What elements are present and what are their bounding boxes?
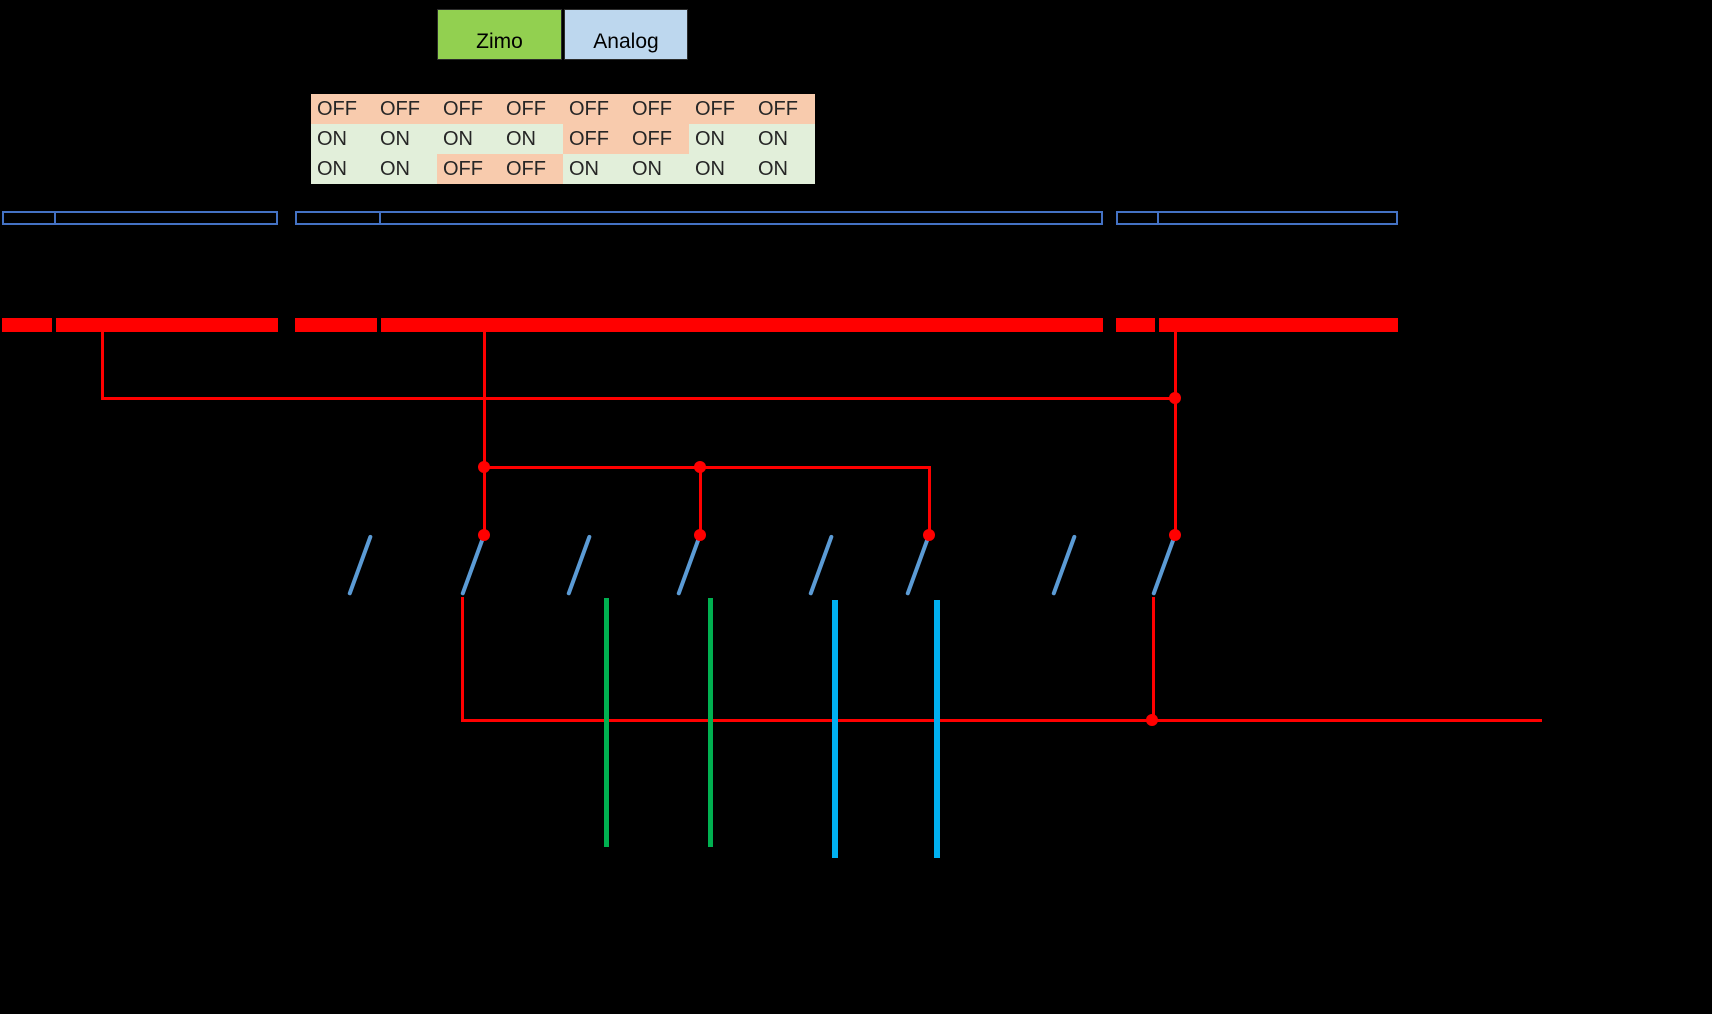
feed-wire-vertical xyxy=(101,332,104,400)
feed-wire-vertical xyxy=(1174,332,1177,538)
return-wire-vertical xyxy=(461,597,464,722)
power-gap-tick xyxy=(377,318,381,332)
power-bar xyxy=(2,318,278,332)
table-cell: ON xyxy=(500,124,563,154)
power-bar xyxy=(1116,318,1398,332)
power-gap-tick xyxy=(1155,318,1159,332)
table-cell: ON xyxy=(311,124,374,154)
track-section-bar xyxy=(2,211,278,225)
table-cell: OFF xyxy=(626,124,689,154)
table-cell: OFF xyxy=(563,94,626,124)
table-cell: ON xyxy=(752,124,815,154)
switch-blade xyxy=(676,534,702,596)
junction-dot xyxy=(478,529,490,541)
section-gap-tick xyxy=(54,213,56,223)
table-row: OFF OFF OFF OFF OFF OFF OFF OFF xyxy=(311,94,815,124)
table-cell: ON xyxy=(752,154,815,184)
switch-blade xyxy=(347,534,373,596)
return-wire-vertical xyxy=(1152,597,1155,722)
legend-zimo-swatch: Zimo xyxy=(437,9,562,60)
table-cell: ON xyxy=(374,124,437,154)
table-cell: OFF xyxy=(752,94,815,124)
switch-blade xyxy=(1051,534,1077,596)
track-section-bar xyxy=(1116,211,1398,225)
junction-dot xyxy=(1146,714,1158,726)
junction-dot xyxy=(694,461,706,473)
table-cell: ON xyxy=(689,124,752,154)
table-cell: OFF xyxy=(311,94,374,124)
legend-analog-swatch: Analog xyxy=(564,9,688,60)
cyan-output-wire xyxy=(934,600,940,858)
table-cell: OFF xyxy=(689,94,752,124)
table-cell: OFF xyxy=(563,124,626,154)
table-cell: ON xyxy=(311,154,374,184)
bus-wire-horizontal xyxy=(483,466,931,469)
legend-zimo-label: Zimo xyxy=(476,30,523,53)
power-gap-tick xyxy=(52,318,56,332)
table-cell: ON xyxy=(374,154,437,184)
green-output-wire xyxy=(604,598,609,847)
junction-dot xyxy=(1169,392,1181,404)
table-cell: OFF xyxy=(500,154,563,184)
table-row: ON ON ON ON OFF OFF ON ON xyxy=(311,124,815,154)
feed-wire-vertical xyxy=(483,332,486,538)
table-cell: OFF xyxy=(437,94,500,124)
green-output-wire xyxy=(708,598,713,847)
switch-blade xyxy=(1151,534,1177,596)
table-cell: ON xyxy=(437,124,500,154)
track-section-bar xyxy=(295,211,1103,225)
drop-wire-vertical xyxy=(699,466,702,538)
switch-blade xyxy=(808,534,834,596)
switch-blade xyxy=(905,534,931,596)
junction-dot xyxy=(694,529,706,541)
junction-dot xyxy=(923,529,935,541)
table-cell: OFF xyxy=(374,94,437,124)
drop-wire-vertical xyxy=(928,466,931,538)
cyan-output-wire xyxy=(832,600,838,858)
switch-blade xyxy=(460,534,486,596)
switch-blade xyxy=(566,534,592,596)
dip-switch-table: OFF OFF OFF OFF OFF OFF OFF OFF ON ON ON… xyxy=(311,94,815,184)
power-bar xyxy=(295,318,1103,332)
section-gap-tick xyxy=(1157,213,1159,223)
legend-analog-label: Analog xyxy=(593,30,659,53)
table-cell: OFF xyxy=(626,94,689,124)
junction-dot xyxy=(1169,529,1181,541)
table-cell: ON xyxy=(563,154,626,184)
table-cell: OFF xyxy=(500,94,563,124)
section-gap-tick xyxy=(379,213,381,223)
feed-wire-horizontal xyxy=(101,397,1177,400)
table-cell: ON xyxy=(626,154,689,184)
table-cell: OFF xyxy=(437,154,500,184)
table-cell: ON xyxy=(689,154,752,184)
junction-dot xyxy=(478,461,490,473)
return-wire-horizontal xyxy=(461,719,1542,722)
table-row: ON ON OFF OFF ON ON ON ON xyxy=(311,154,815,184)
